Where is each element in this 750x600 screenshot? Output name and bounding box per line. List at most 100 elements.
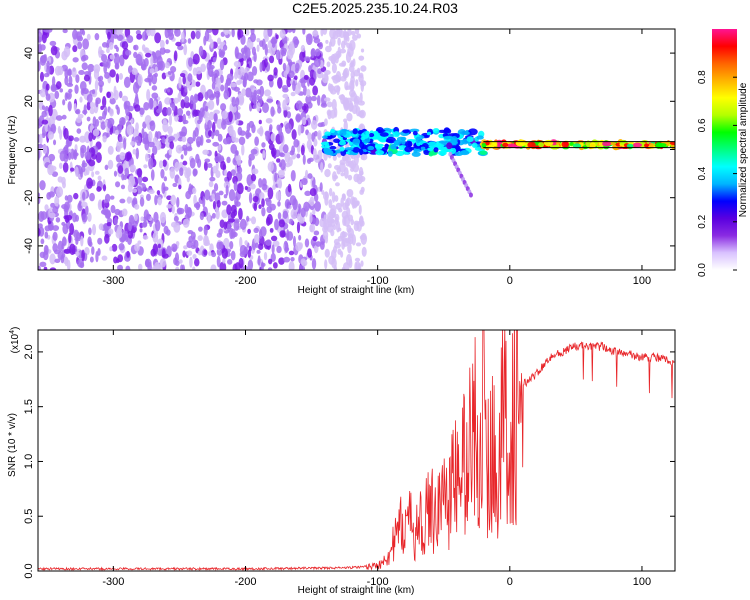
heatmap-cell — [332, 224, 337, 231]
heatmap-cell — [284, 97, 290, 104]
heatmap-cell — [193, 202, 201, 209]
heatmap-cell — [233, 137, 240, 143]
heatmap-cell — [208, 251, 212, 257]
heatmap-cell — [52, 231, 58, 242]
heatmap-cell — [67, 152, 72, 161]
heatmap-cell — [156, 108, 163, 114]
heatmap-cell — [166, 204, 173, 209]
heatmap-cell — [55, 81, 62, 90]
heatmap-cell — [561, 140, 569, 148]
heatmap-cell — [220, 103, 227, 111]
heatmap-cell — [115, 181, 121, 188]
heatmap-cell — [211, 82, 216, 90]
heatmap-cell — [324, 248, 330, 258]
heatmap-cell — [190, 231, 196, 240]
heatmap-cell — [207, 212, 211, 222]
snr-x-axis-label: Height of straight line (km) — [298, 585, 415, 596]
heatmap-cell — [310, 95, 317, 102]
heatmap-cell — [221, 248, 228, 259]
heatmap-cell — [192, 79, 196, 88]
heatmap-cell — [252, 95, 257, 105]
heatmap-cell — [38, 265, 41, 270]
heatmap-cell — [338, 140, 347, 146]
heatmap-cell — [360, 154, 365, 160]
heatmap-cell — [211, 131, 215, 140]
heatmap-cell — [359, 234, 367, 241]
heatmap-cell — [385, 139, 394, 143]
heatmap-cell — [197, 235, 203, 241]
heatmap-cell — [186, 240, 193, 249]
heatmap-cell — [127, 230, 134, 239]
heatmap-cell — [74, 84, 79, 94]
heatmap-cell — [246, 71, 254, 82]
heatmap-cell — [322, 135, 328, 139]
heatmap-cell — [226, 136, 232, 145]
snr-y-exponent-close: ) — [10, 327, 21, 330]
heatmap-cell — [174, 29, 181, 37]
heatmap-cell — [175, 260, 180, 267]
heatmap-cell — [218, 157, 225, 162]
heatmap-cell — [309, 223, 316, 233]
heatmap-cell — [204, 158, 211, 163]
heatmap-cell — [251, 65, 258, 76]
heatmap-cell — [109, 108, 114, 117]
heatmap-cell — [216, 37, 222, 45]
heatmap-cell — [301, 177, 308, 186]
heatmap-cell — [113, 216, 118, 226]
heatmap-cell — [137, 74, 143, 87]
heatmap-cell — [75, 117, 82, 124]
heatmap-cell — [137, 240, 142, 245]
heatmap-cell — [107, 31, 111, 40]
heatmap-cell — [264, 89, 271, 97]
heatmap-cell — [181, 136, 187, 143]
heatmap-cell — [158, 160, 164, 169]
heatmap-cell — [142, 31, 148, 41]
heatmap-cell — [104, 233, 110, 244]
heatmap-cell — [38, 29, 41, 34]
heatmap-cell — [322, 191, 330, 201]
heatmap-cell — [303, 85, 307, 96]
heatmap-cell — [298, 242, 303, 250]
heatmap-cell — [347, 45, 354, 58]
heatmap-cell — [318, 41, 324, 50]
heatmap-cell — [230, 169, 236, 177]
heatmap-cell — [243, 246, 249, 255]
heatmap-cell — [243, 72, 249, 81]
heatmap-cell — [460, 130, 470, 136]
heatmap-cell — [265, 239, 272, 246]
heatmap-cell — [217, 144, 222, 151]
heatmap-cell — [212, 165, 218, 174]
heatmap-cell — [358, 100, 365, 106]
heatmap-cell — [334, 195, 339, 202]
heatmap-cell — [50, 45, 58, 56]
y-tick-label: 0.0 — [23, 563, 35, 578]
heatmap-cell — [223, 169, 228, 176]
heatmap-cell — [56, 186, 64, 198]
heatmap-cell — [64, 92, 68, 102]
heatmap-cell — [240, 47, 247, 54]
heatmap-cell — [279, 159, 286, 171]
heatmap-cell — [42, 144, 47, 155]
heatmap-cell — [324, 235, 329, 244]
heatmap-cell — [97, 199, 103, 211]
heatmap-cell — [178, 76, 182, 89]
heatmap-cell — [187, 38, 192, 44]
heatmap-cell — [233, 219, 240, 231]
heatmap-cell — [158, 141, 162, 150]
heatmap-cell — [168, 136, 176, 141]
heatmap-cell — [118, 90, 123, 99]
heatmap-cell — [61, 114, 67, 120]
heatmap-cell — [311, 258, 317, 270]
heatmap-cell — [170, 194, 177, 206]
heatmap-cell — [290, 256, 295, 262]
heatmap-cell — [176, 132, 180, 139]
heatmap-cell — [468, 128, 478, 136]
heatmap-cell — [186, 250, 193, 256]
heatmap-cell — [197, 92, 204, 102]
heatmap-cell — [95, 152, 102, 164]
heatmap-cell — [238, 207, 243, 220]
heatmap-cell — [260, 226, 267, 237]
heatmap-cell — [164, 49, 171, 54]
heatmap-cell — [277, 201, 281, 207]
heatmap-cell — [162, 186, 169, 191]
